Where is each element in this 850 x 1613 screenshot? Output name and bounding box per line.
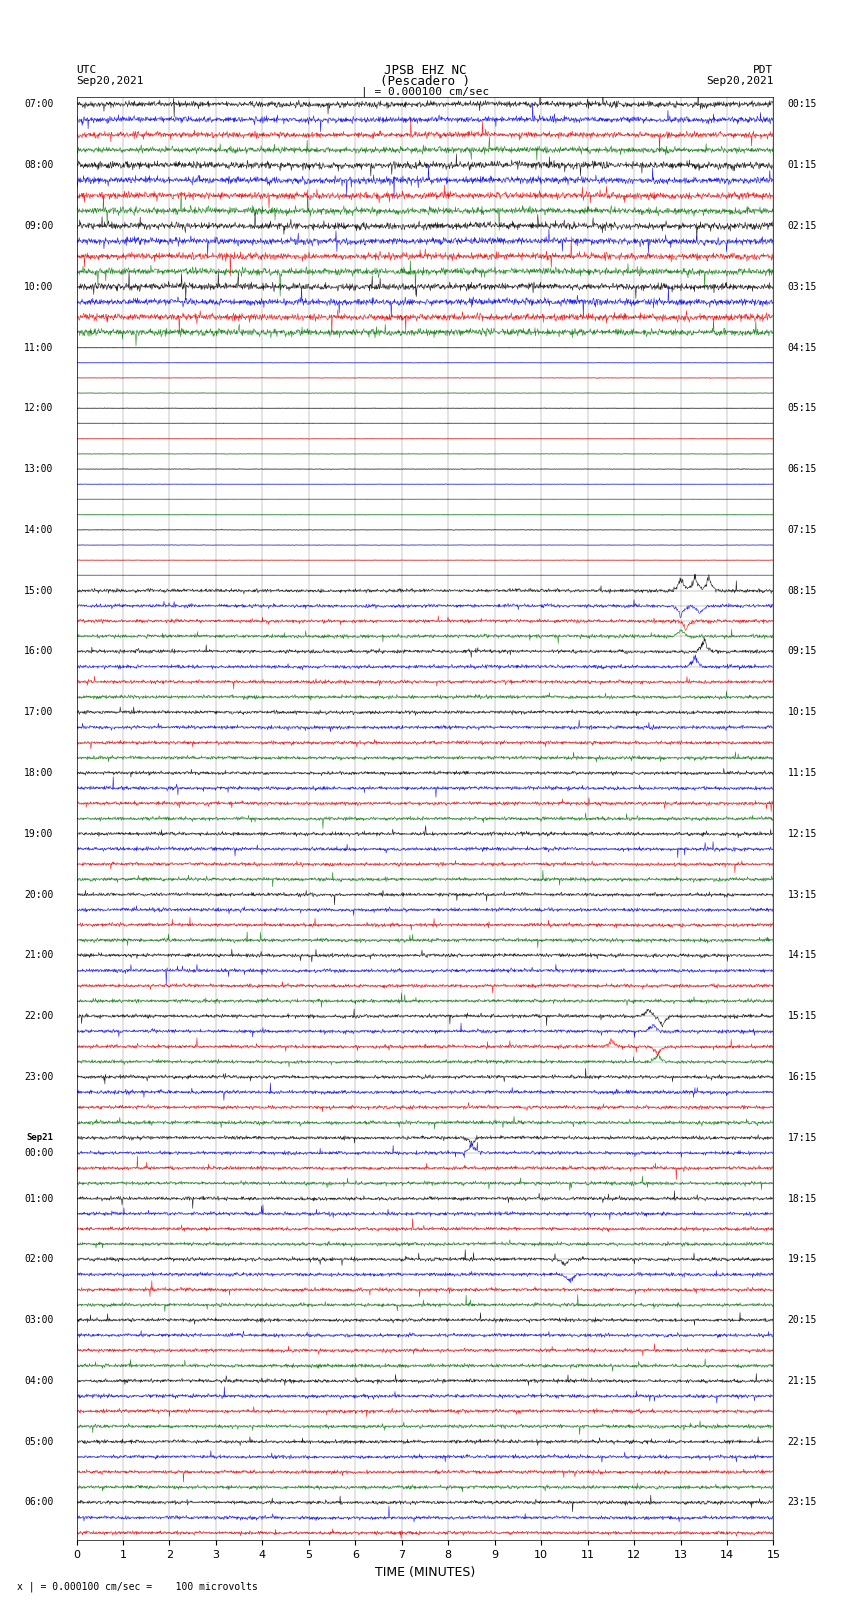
Text: 19:15: 19:15 (787, 1255, 817, 1265)
Text: 08:15: 08:15 (787, 586, 817, 595)
Text: 02:00: 02:00 (24, 1255, 54, 1265)
Text: 23:15: 23:15 (787, 1497, 817, 1508)
Text: PDT: PDT (753, 65, 774, 76)
Text: 18:15: 18:15 (787, 1194, 817, 1203)
Text: 07:15: 07:15 (787, 524, 817, 536)
Text: 22:00: 22:00 (24, 1011, 54, 1021)
Text: 01:15: 01:15 (787, 160, 817, 169)
Text: 17:15: 17:15 (787, 1132, 817, 1142)
Text: 10:15: 10:15 (787, 706, 817, 718)
Text: 21:15: 21:15 (787, 1376, 817, 1386)
Text: 17:00: 17:00 (24, 706, 54, 718)
Text: 03:00: 03:00 (24, 1315, 54, 1324)
Text: 00:15: 00:15 (787, 100, 817, 110)
Text: 04:15: 04:15 (787, 342, 817, 353)
Text: 14:15: 14:15 (787, 950, 817, 960)
Text: 22:15: 22:15 (787, 1437, 817, 1447)
Text: 05:15: 05:15 (787, 403, 817, 413)
Text: 05:00: 05:00 (24, 1437, 54, 1447)
Text: 13:15: 13:15 (787, 890, 817, 900)
Text: Sep21: Sep21 (26, 1134, 54, 1142)
Text: UTC: UTC (76, 65, 97, 76)
X-axis label: TIME (MINUTES): TIME (MINUTES) (375, 1566, 475, 1579)
Text: 01:00: 01:00 (24, 1194, 54, 1203)
Text: 16:15: 16:15 (787, 1073, 817, 1082)
Text: 23:00: 23:00 (24, 1073, 54, 1082)
Text: 14:00: 14:00 (24, 524, 54, 536)
Text: 07:00: 07:00 (24, 100, 54, 110)
Text: JPSB EHZ NC: JPSB EHZ NC (383, 63, 467, 77)
Text: 09:15: 09:15 (787, 647, 817, 656)
Text: 21:00: 21:00 (24, 950, 54, 960)
Text: (Pescadero ): (Pescadero ) (380, 74, 470, 89)
Text: 10:00: 10:00 (24, 282, 54, 292)
Text: 04:00: 04:00 (24, 1376, 54, 1386)
Text: | = 0.000100 cm/sec: | = 0.000100 cm/sec (361, 87, 489, 97)
Text: 03:15: 03:15 (787, 282, 817, 292)
Text: 20:00: 20:00 (24, 890, 54, 900)
Text: 02:15: 02:15 (787, 221, 817, 231)
Text: 12:00: 12:00 (24, 403, 54, 413)
Text: 12:15: 12:15 (787, 829, 817, 839)
Text: 06:15: 06:15 (787, 465, 817, 474)
Text: 15:00: 15:00 (24, 586, 54, 595)
Text: 06:00: 06:00 (24, 1497, 54, 1508)
Text: Sep20,2021: Sep20,2021 (706, 76, 774, 87)
Text: 08:00: 08:00 (24, 160, 54, 169)
Text: 18:00: 18:00 (24, 768, 54, 777)
Text: 13:00: 13:00 (24, 465, 54, 474)
Text: Sep20,2021: Sep20,2021 (76, 76, 144, 87)
Text: 11:15: 11:15 (787, 768, 817, 777)
Text: 20:15: 20:15 (787, 1315, 817, 1324)
Text: 00:00: 00:00 (24, 1148, 54, 1158)
Text: 19:00: 19:00 (24, 829, 54, 839)
Text: 09:00: 09:00 (24, 221, 54, 231)
Text: 16:00: 16:00 (24, 647, 54, 656)
Text: 15:15: 15:15 (787, 1011, 817, 1021)
Text: 11:00: 11:00 (24, 342, 54, 353)
Text: x | = 0.000100 cm/sec =    100 microvolts: x | = 0.000100 cm/sec = 100 microvolts (17, 1582, 258, 1592)
